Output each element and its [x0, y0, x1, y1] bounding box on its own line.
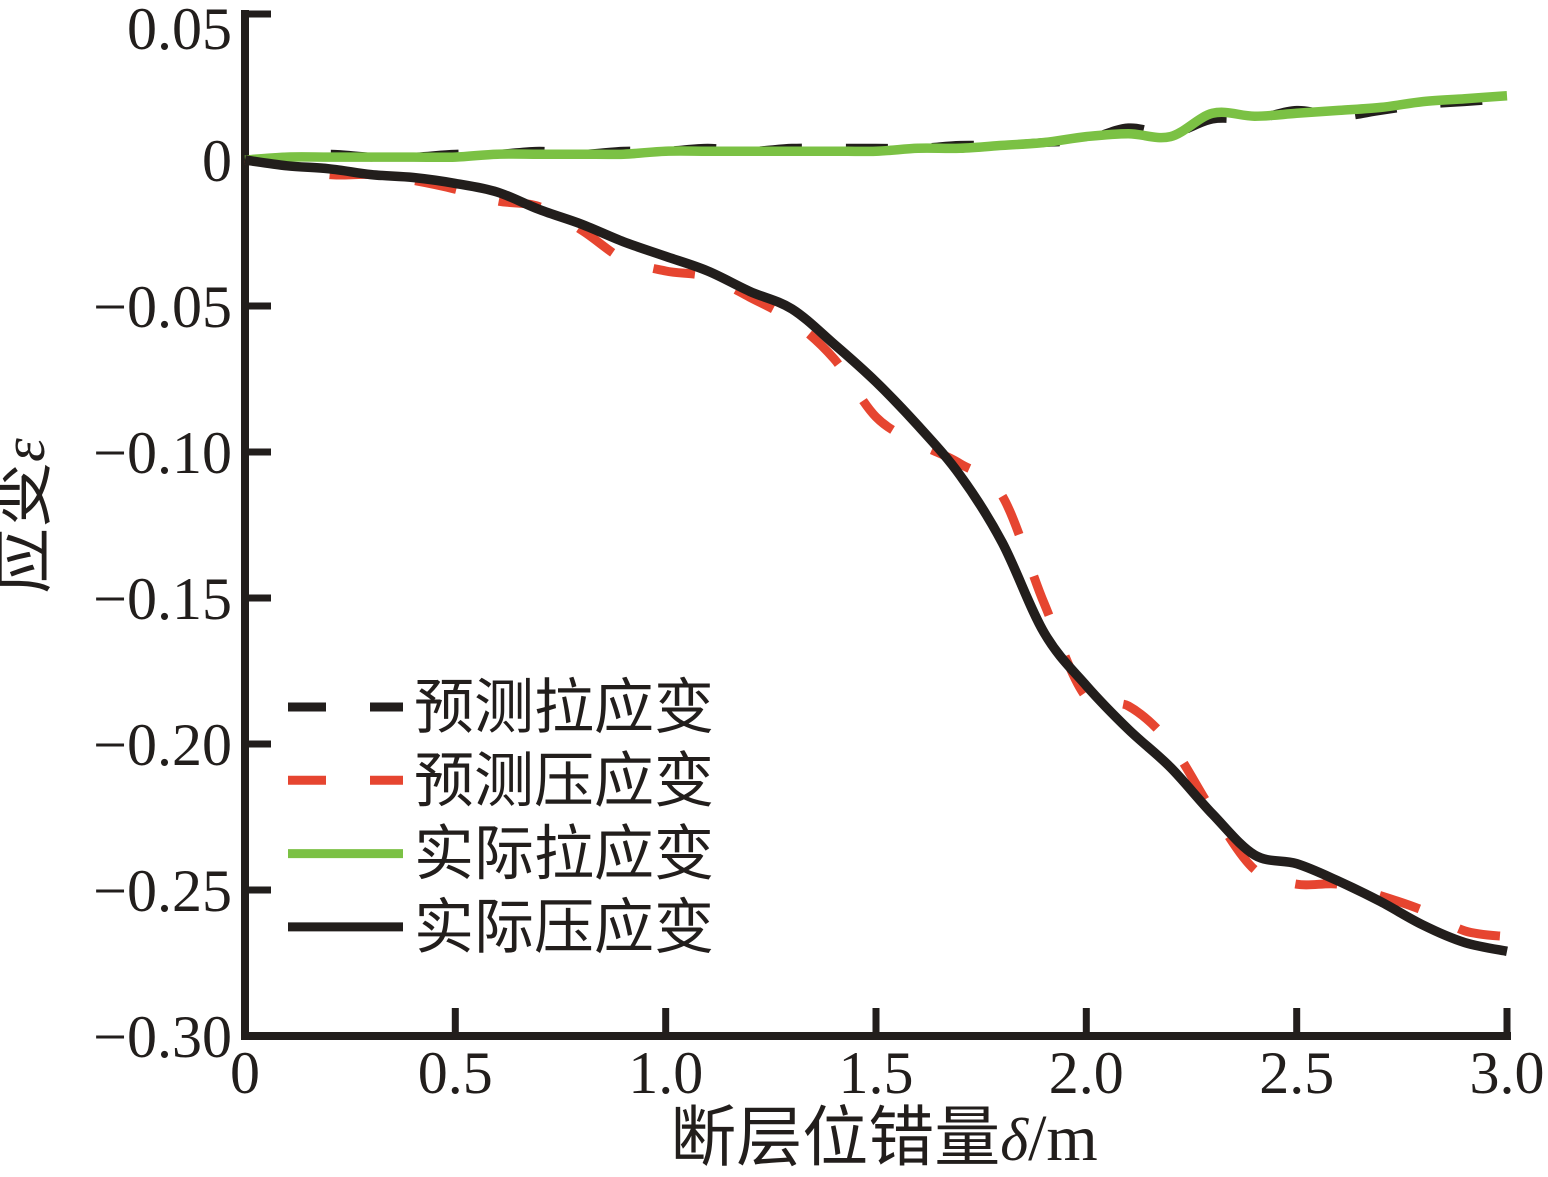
x-tick-label: 0 — [230, 1040, 260, 1106]
legend-item-label: 实际压应变 — [414, 895, 714, 961]
x-axis-ticks — [241, 1008, 1511, 1032]
series-line-1 — [244, 155, 1508, 942]
x-axis-title-text: 断层位错量 — [670, 1102, 1000, 1175]
y-axis-title-text: 应变 — [0, 462, 59, 594]
x-tick-label: 0.5 — [418, 1040, 493, 1106]
x-tick-label: 2.5 — [1259, 1040, 1334, 1106]
x-axis-title-unit: /m — [1028, 1102, 1098, 1175]
y-tick-label: 0 — [202, 128, 232, 194]
x-tick-label: 1.5 — [839, 1040, 914, 1106]
y-tick-label: −0.15 — [93, 566, 232, 632]
x-tick-label: 3.0 — [1470, 1040, 1545, 1106]
y-tick-label: −0.20 — [93, 712, 232, 778]
y-tick-label: −0.05 — [93, 274, 232, 340]
x-axis-tick-labels: 0 0.5 1.0 1.5 2.0 2.5 3.0 — [230, 1040, 1545, 1106]
y-axis-tick-labels: 0.05 0 −0.05 −0.10 −0.15 −0.20 −0.25 −0.30 — [93, 0, 232, 1070]
y-axis-title: 应变ε — [0, 438, 59, 594]
legend-item-label: 预测拉应变 — [414, 675, 714, 741]
series-lines — [244, 91, 1508, 956]
x-tick-label: 2.0 — [1049, 1040, 1124, 1106]
y-tick-label: −0.25 — [93, 858, 232, 924]
y-axis-title-symbol: ε — [0, 438, 57, 462]
y-tick-label: 0.05 — [127, 0, 232, 62]
series-line-3 — [244, 155, 1508, 956]
legend-item-label: 实际拉应变 — [414, 822, 714, 888]
series-line-2 — [244, 91, 1508, 165]
x-axis-title: 断层位错量δ/m — [670, 1102, 1098, 1175]
axes — [241, 10, 1511, 1040]
legend-item-label: 预测压应变 — [414, 748, 714, 814]
x-axis-title-symbol: δ — [1000, 1107, 1029, 1173]
y-tick-label: −0.30 — [93, 1004, 232, 1070]
x-tick-label: 1.0 — [628, 1040, 703, 1106]
y-tick-label: −0.10 — [93, 420, 232, 486]
